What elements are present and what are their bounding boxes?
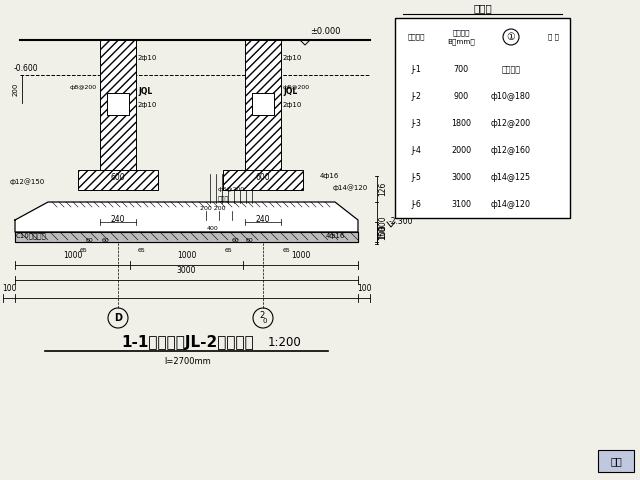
Text: J-5: J-5 (411, 173, 421, 182)
Text: ф8@200: ф8@200 (70, 84, 97, 89)
Text: J-6: J-6 (411, 200, 421, 209)
Text: JQL: JQL (283, 87, 297, 96)
Bar (100, 40, 136, 170)
Text: 150: 150 (378, 226, 387, 240)
Bar (598, 450, 634, 472)
Text: 240: 240 (111, 215, 125, 224)
Text: ф14@120: ф14@120 (333, 185, 368, 192)
Text: -2.300: -2.300 (389, 217, 413, 227)
Text: 基础编号: 基础编号 (407, 34, 425, 40)
Text: D: D (114, 313, 122, 323)
Text: 素混凝土: 素混凝土 (502, 65, 520, 74)
Text: ±0.000: ±0.000 (310, 27, 340, 36)
Text: 100: 100 (2, 284, 16, 293)
Text: 1000: 1000 (291, 251, 310, 260)
Text: ф12@200: ф12@200 (491, 119, 531, 128)
Bar (245, 40, 281, 170)
Text: ф8@200: ф8@200 (283, 84, 310, 89)
Text: 1-1断面图、JL-2基础详图: 1-1断面图、JL-2基础详图 (122, 335, 254, 349)
Text: 900: 900 (453, 92, 468, 101)
Text: 400: 400 (207, 226, 219, 230)
Text: 基础宽度
B（mm）: 基础宽度 B（mm） (447, 29, 475, 45)
Polygon shape (15, 232, 358, 242)
Text: 200 200: 200 200 (200, 206, 226, 212)
Text: 4ф16: 4ф16 (320, 173, 339, 179)
Text: ф14@125: ф14@125 (491, 173, 531, 182)
Text: 四支箍: 四支箍 (218, 196, 229, 202)
Text: ф10@180: ф10@180 (491, 92, 531, 101)
Text: ф12@150: ф12@150 (10, 179, 45, 185)
Text: J-4: J-4 (411, 146, 421, 155)
Bar (78, 170, 158, 190)
Text: 65: 65 (225, 248, 233, 252)
Bar (223, 170, 303, 190)
Text: 300: 300 (378, 216, 387, 230)
Text: 126: 126 (378, 182, 387, 196)
Text: 返回: 返回 (610, 456, 622, 466)
Bar (252, 93, 274, 115)
Text: 备 注: 备 注 (548, 34, 559, 40)
Text: ф12@160: ф12@160 (491, 146, 531, 155)
Text: 2ф10: 2ф10 (138, 55, 157, 61)
Text: 100: 100 (356, 284, 371, 293)
Text: 2ф10: 2ф10 (283, 55, 302, 61)
Text: ф14@120: ф14@120 (491, 200, 531, 209)
Text: 3000: 3000 (451, 173, 471, 182)
Text: 1000: 1000 (177, 251, 196, 260)
Text: -0.600: -0.600 (14, 64, 38, 73)
Text: 2000: 2000 (451, 146, 471, 155)
Text: 600: 600 (256, 173, 270, 182)
Text: 60: 60 (246, 238, 254, 242)
Text: 2ф10: 2ф10 (138, 102, 157, 108)
Text: 200: 200 (13, 82, 19, 96)
Polygon shape (15, 202, 358, 232)
Text: 1:200: 1:200 (268, 336, 302, 348)
Text: 700: 700 (453, 65, 468, 74)
Bar (395, 18, 570, 218)
Text: J-2: J-2 (411, 92, 421, 101)
Text: 240: 240 (256, 215, 270, 224)
Text: ф8@200: ф8@200 (218, 188, 245, 192)
Text: 基础表: 基础表 (473, 3, 492, 13)
Text: 3100: 3100 (451, 200, 471, 209)
Text: 1800: 1800 (451, 119, 471, 128)
Text: C10素混凝土: C10素混凝土 (16, 233, 47, 240)
Text: J-1: J-1 (411, 65, 421, 74)
Text: 60: 60 (101, 238, 109, 242)
Text: ①: ① (507, 32, 515, 42)
Text: l=2700mm: l=2700mm (164, 357, 211, 365)
Text: 65: 65 (138, 248, 146, 252)
Text: 60: 60 (231, 238, 239, 242)
Text: 0: 0 (263, 318, 268, 324)
Text: JQL: JQL (138, 87, 152, 96)
Text: 4ф16: 4ф16 (326, 233, 346, 239)
Text: J-3: J-3 (411, 119, 421, 128)
Text: 600: 600 (111, 173, 125, 182)
Text: 3000: 3000 (177, 266, 196, 275)
Bar (107, 93, 129, 115)
Text: 2: 2 (259, 312, 264, 321)
Text: 100: 100 (378, 225, 387, 239)
Text: 65: 65 (80, 248, 88, 252)
Text: 60: 60 (86, 238, 94, 242)
Text: 2ф10: 2ф10 (283, 102, 302, 108)
Text: 65: 65 (283, 248, 291, 252)
Text: 1000: 1000 (63, 251, 82, 260)
